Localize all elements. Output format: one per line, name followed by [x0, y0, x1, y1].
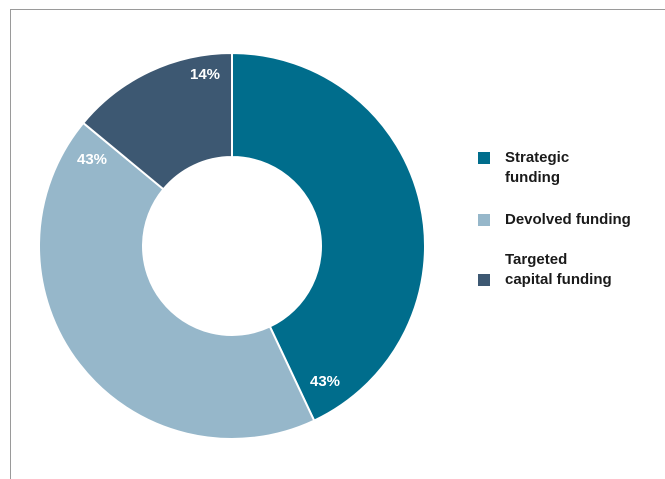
legend-swatch-strategic-funding	[478, 152, 490, 164]
legend-label-targeted-capital-funding: Targeted capital funding	[505, 251, 612, 288]
slice-targeted-capital-funding	[81, 51, 233, 191]
slice-devolved-funding	[38, 121, 316, 440]
slice-label-targeted-capital-funding: 14%	[190, 66, 220, 83]
legend-label-strategic-funding: Strategic funding	[505, 149, 570, 186]
legend-item-targeted-capital-funding: Targeted capital funding	[478, 250, 658, 290]
slice-label-devolved-funding: 43%	[77, 151, 107, 168]
slice-strategic-funding	[231, 51, 426, 422]
legend-label-devolved-funding: Devolved funding	[505, 211, 631, 228]
frame-top-border	[10, 9, 665, 10]
frame-left-border	[10, 9, 11, 479]
slice-label-strategic-funding: 43%	[310, 373, 340, 390]
legend-item-strategic-funding: Strategic funding	[478, 148, 658, 188]
legend-item-devolved-funding: Devolved funding	[478, 210, 658, 230]
legend-swatch-devolved-funding	[478, 214, 490, 226]
legend: Strategic funding Devolved funding Target…	[478, 148, 658, 290]
legend-swatch-targeted-capital-funding	[478, 274, 490, 286]
